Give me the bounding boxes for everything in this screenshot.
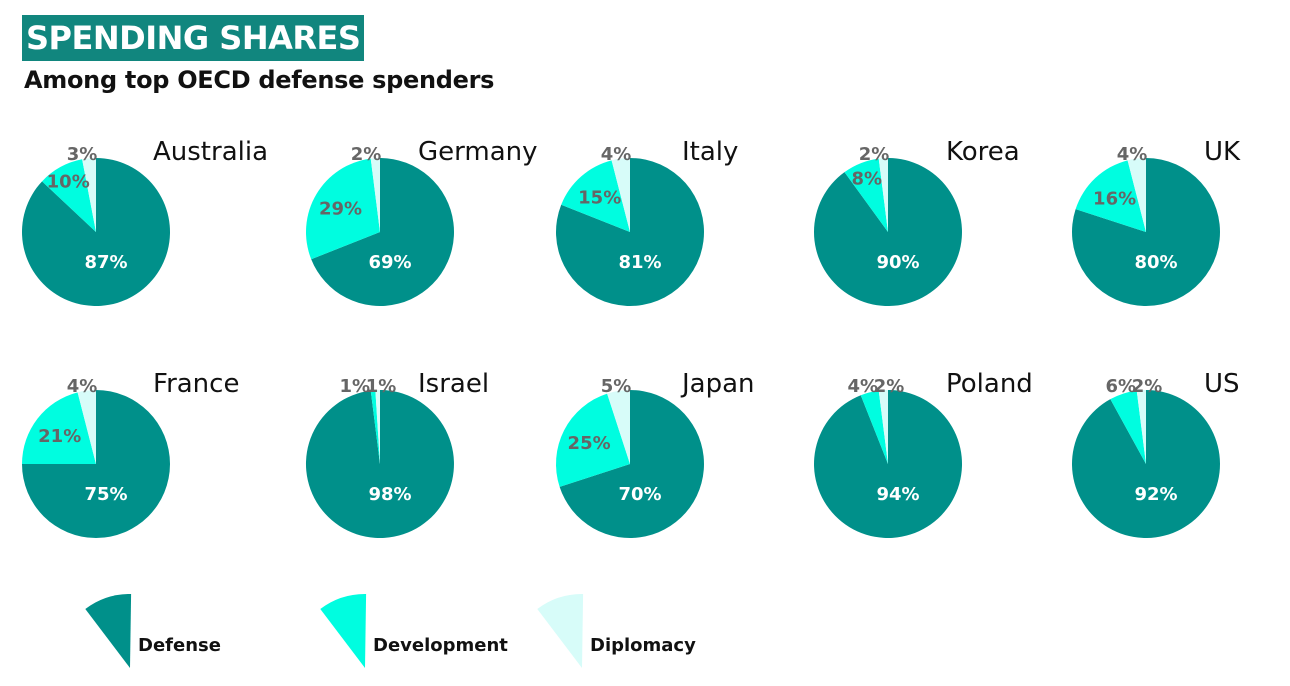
value-label-diplomacy-france: 4% xyxy=(67,376,98,397)
country-label-israel: Israel xyxy=(418,369,489,399)
legend-swatch-development xyxy=(320,593,367,668)
country-label-france: France xyxy=(153,369,239,399)
value-label-development-korea: 8% xyxy=(852,168,883,189)
slice-diplomacy-france xyxy=(77,390,96,464)
slice-defense-germany xyxy=(311,158,455,306)
value-label-defense-poland: 94% xyxy=(876,484,919,505)
value-label-defense-italy: 81% xyxy=(618,252,661,273)
slice-development-korea xyxy=(844,158,888,232)
legend-label-defense: Defense xyxy=(138,635,221,656)
value-label-development-australia: 10% xyxy=(47,171,90,192)
value-label-defense-australia: 87% xyxy=(84,252,127,273)
value-label-development-italy: 15% xyxy=(578,188,621,209)
slice-defense-israel xyxy=(305,390,454,538)
value-label-diplomacy-japan: 5% xyxy=(601,376,632,397)
slice-development-israel xyxy=(370,390,380,464)
slice-diplomacy-italy xyxy=(611,158,630,232)
pie-australia: 87% 10% 3% Australia xyxy=(22,137,268,306)
value-label-development-poland: 4% xyxy=(847,376,878,397)
pie-israel: 98% 1%1% Israel xyxy=(305,369,489,538)
value-label-development-france: 21% xyxy=(38,426,81,447)
slice-diplomacy-japan xyxy=(607,390,630,464)
slice-diplomacy-us xyxy=(1136,390,1146,464)
slice-diplomacy-australia xyxy=(82,158,96,232)
slice-development-germany xyxy=(306,158,380,260)
slice-defense-korea xyxy=(813,158,962,306)
value-label-diplomacy-israel: 1% xyxy=(366,376,397,397)
slice-diplomacy-korea xyxy=(878,158,888,232)
value-label-diplomacy-uk: 4% xyxy=(1117,144,1148,165)
pie-japan: 70% 25% 5% Japan xyxy=(555,369,755,538)
country-label-japan: Japan xyxy=(680,369,755,399)
value-label-diplomacy-korea: 2% xyxy=(859,144,890,165)
value-label-defense-japan: 70% xyxy=(618,484,661,505)
country-label-us: US xyxy=(1204,369,1240,399)
legend-swatch-diplomacy xyxy=(537,593,584,668)
country-label-australia: Australia xyxy=(153,137,268,167)
country-label-poland: Poland xyxy=(946,369,1033,399)
slice-diplomacy-israel xyxy=(375,390,380,464)
slice-development-us xyxy=(1110,390,1146,464)
legend: Defense Development Diplomacy xyxy=(85,593,696,668)
slice-defense-poland xyxy=(814,390,963,538)
slice-diplomacy-germany xyxy=(370,158,380,232)
value-label-diplomacy-germany: 2% xyxy=(351,144,382,165)
slice-development-poland xyxy=(860,390,888,464)
value-label-development-japan: 25% xyxy=(568,433,611,454)
pie-korea: 90% 8% 2% Korea xyxy=(813,137,1020,306)
slice-development-france xyxy=(21,392,96,464)
value-label-development-us: 6% xyxy=(1105,376,1136,397)
slice-defense-australia xyxy=(22,158,171,306)
slice-defense-uk xyxy=(1071,158,1220,306)
value-label-defense-us: 92% xyxy=(1134,484,1177,505)
slice-defense-italy xyxy=(556,158,705,306)
value-label-defense-uk: 80% xyxy=(1134,252,1177,273)
slice-development-japan xyxy=(555,393,630,487)
value-label-defense-germany: 69% xyxy=(368,252,411,273)
country-label-korea: Korea xyxy=(946,137,1020,167)
value-label-diplomacy-italy: 4% xyxy=(601,144,632,165)
value-label-diplomacy-australia: 3% xyxy=(67,144,98,165)
slice-defense-japan xyxy=(559,390,704,538)
value-label-development-germany: 29% xyxy=(319,199,362,220)
chart-subtitle: Among top OECD defense spenders xyxy=(24,66,495,94)
slice-development-italy xyxy=(561,160,630,232)
pie-poland: 94% 4%2% Poland xyxy=(814,369,1033,538)
slice-development-uk xyxy=(1075,160,1146,232)
slice-diplomacy-uk xyxy=(1127,158,1146,232)
value-label-diplomacy-us: 2% xyxy=(1132,376,1163,397)
pie-us: 92% 6%2% US xyxy=(1071,369,1240,539)
chart-title-box: SPENDING SHARES xyxy=(22,15,365,61)
value-label-diplomacy-poland: 2% xyxy=(874,376,905,397)
slice-development-australia xyxy=(42,159,96,232)
country-label-uk: UK xyxy=(1204,137,1241,167)
value-label-defense-france: 75% xyxy=(84,484,127,505)
value-label-development-uk: 16% xyxy=(1093,189,1136,210)
legend-swatch-defense xyxy=(85,593,132,668)
value-label-defense-israel: 98% xyxy=(368,484,411,505)
value-label-development-israel: 1% xyxy=(339,376,370,397)
pie-italy: 81% 15% 4% Italy xyxy=(556,137,738,306)
value-label-defense-korea: 90% xyxy=(876,252,919,273)
pie-france: 75% 21% 4% France xyxy=(21,369,239,538)
pie-germany: 69% 29% 2% Germany xyxy=(306,137,538,306)
legend-label-diplomacy: Diplomacy xyxy=(590,635,696,656)
pie-uk: 80% 16% 4% UK xyxy=(1071,137,1241,306)
chart-title: SPENDING SHARES xyxy=(26,19,361,57)
slice-defense-us xyxy=(1071,390,1220,539)
slice-diplomacy-poland xyxy=(878,390,888,464)
legend-label-development: Development xyxy=(373,635,508,656)
country-label-germany: Germany xyxy=(418,137,538,167)
country-label-italy: Italy xyxy=(682,137,738,167)
